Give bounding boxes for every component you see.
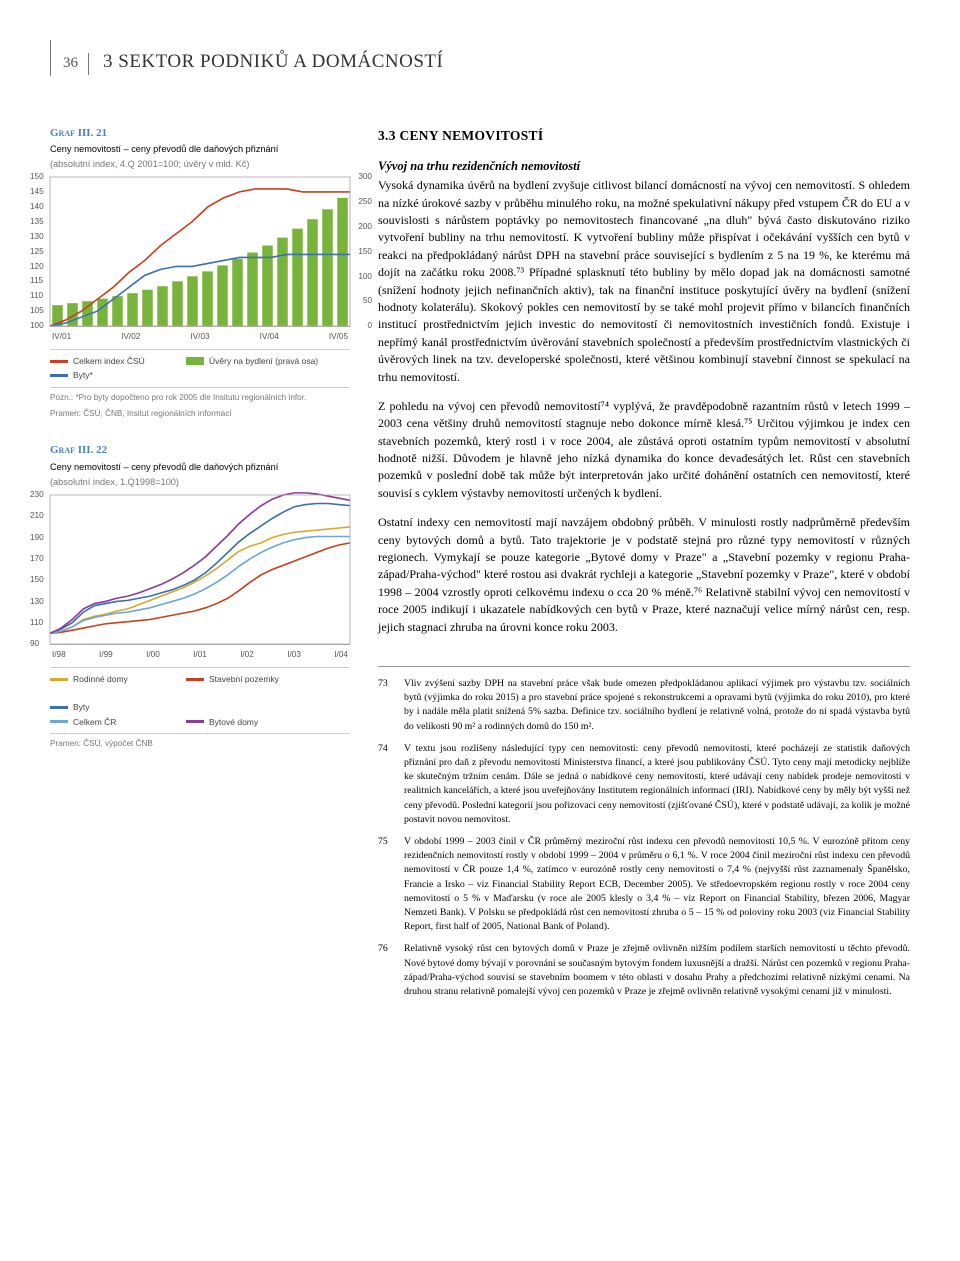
legend-item: Celkem ČR	[50, 716, 170, 728]
chart-22-title: Ceny nemovitostí – ceny převodů dle daňo…	[50, 461, 350, 474]
chart-21-plot: 1001051101151201251301351401451500501001…	[50, 177, 350, 327]
chart-22-x-ticks: I/98I/99I/00I/01I/02I/03I/04	[50, 649, 350, 661]
legend-item: Bytové domy	[186, 716, 306, 728]
legend-item: Rodinné domy	[50, 673, 170, 685]
chart-22-card: Graf III. 22 Ceny nemovitostí – ceny pře…	[50, 443, 350, 749]
paragraph-2: Z pohledu na vývoj cen převodů nemovitos…	[378, 398, 910, 502]
paragraph-3: Ostatní indexy cen nemovitostí mají navz…	[378, 514, 910, 636]
chart-21-source: Pramen: ČSÚ, ČNB, Insitut regionálních i…	[50, 408, 350, 420]
legend-item-celkem: Celkem index ČSÚ	[50, 355, 170, 367]
page-header: 36 3 SEKTOR PODNIKŮ A DOMÁCNOSTÍ	[50, 40, 910, 76]
chart-21-x-ticks: IV/01IV/02IV/03IV/04IV/05	[50, 331, 350, 343]
section-heading: 3.3 CENY NEMOVITOSTÍ	[378, 126, 910, 146]
footnote-74: 74V textu jsou rozlišeny následující typ…	[378, 742, 910, 827]
footnote-75: 75V období 1999 – 2003 činil v ČR průměr…	[378, 835, 910, 934]
page-title: 3 SEKTOR PODNIKŮ A DOMÁCNOSTÍ	[103, 48, 443, 76]
chart-22-subtitle: (absolutní index, 1.Q1998=100)	[50, 476, 350, 489]
legend-item: Byty	[50, 701, 170, 713]
chart-21-subtitle: (absolutní index, 4.Q 2001=100; úvěry v …	[50, 158, 350, 171]
chart-21-label: Graf III. 21	[50, 126, 350, 142]
chart-22-source: Pramen: ČSÚ, výpočet ČNB	[50, 738, 350, 750]
page-number: 36	[51, 53, 89, 75]
chart-21-title: Ceny nemovitostí – ceny převodů dle daňo…	[50, 143, 350, 156]
chart-22-legend: Rodinné domy Stavební pozemky Byty Celkem Č…	[50, 667, 350, 734]
legend-item-uvery: Úvěry na bydlení (pravá osa)	[186, 355, 318, 367]
chart-21-card: Graf III. 21 Ceny nemovitostí – ceny pře…	[50, 126, 350, 420]
footnote-76: 76Relativně vysoký růst cen bytových dom…	[378, 942, 910, 999]
chart-22-plot: 90110130150170190210230	[50, 495, 350, 645]
chart-21-legend: Celkem index ČSÚ Úvěry na bydlení (pravá…	[50, 349, 350, 388]
legend-item-byty: Byty*	[50, 369, 170, 381]
subsection-title: Vývoj na trhu rezidenčních nemovitostí	[378, 157, 910, 175]
sidebar-charts: Graf III. 21 Ceny nemovitostí – ceny pře…	[50, 126, 350, 1008]
footnote-73: 73Vliv zvýšení sazby DPH na stavební prá…	[378, 677, 910, 734]
main-text-column: 3.3 CENY NEMOVITOSTÍ Vývoj na trhu rezid…	[378, 126, 910, 1008]
chart-21-note: Pozn.: *Pro byty dopočteno pro rok 2005 …	[50, 392, 350, 404]
paragraph-1: Vysoká dynamika úvěrů na bydlení zvyšuje…	[378, 177, 910, 386]
footnotes: 73Vliv zvýšení sazby DPH na stavební prá…	[378, 666, 910, 999]
legend-item: Stavební pozemky	[186, 673, 306, 685]
chart-22-label: Graf III. 22	[50, 443, 350, 459]
